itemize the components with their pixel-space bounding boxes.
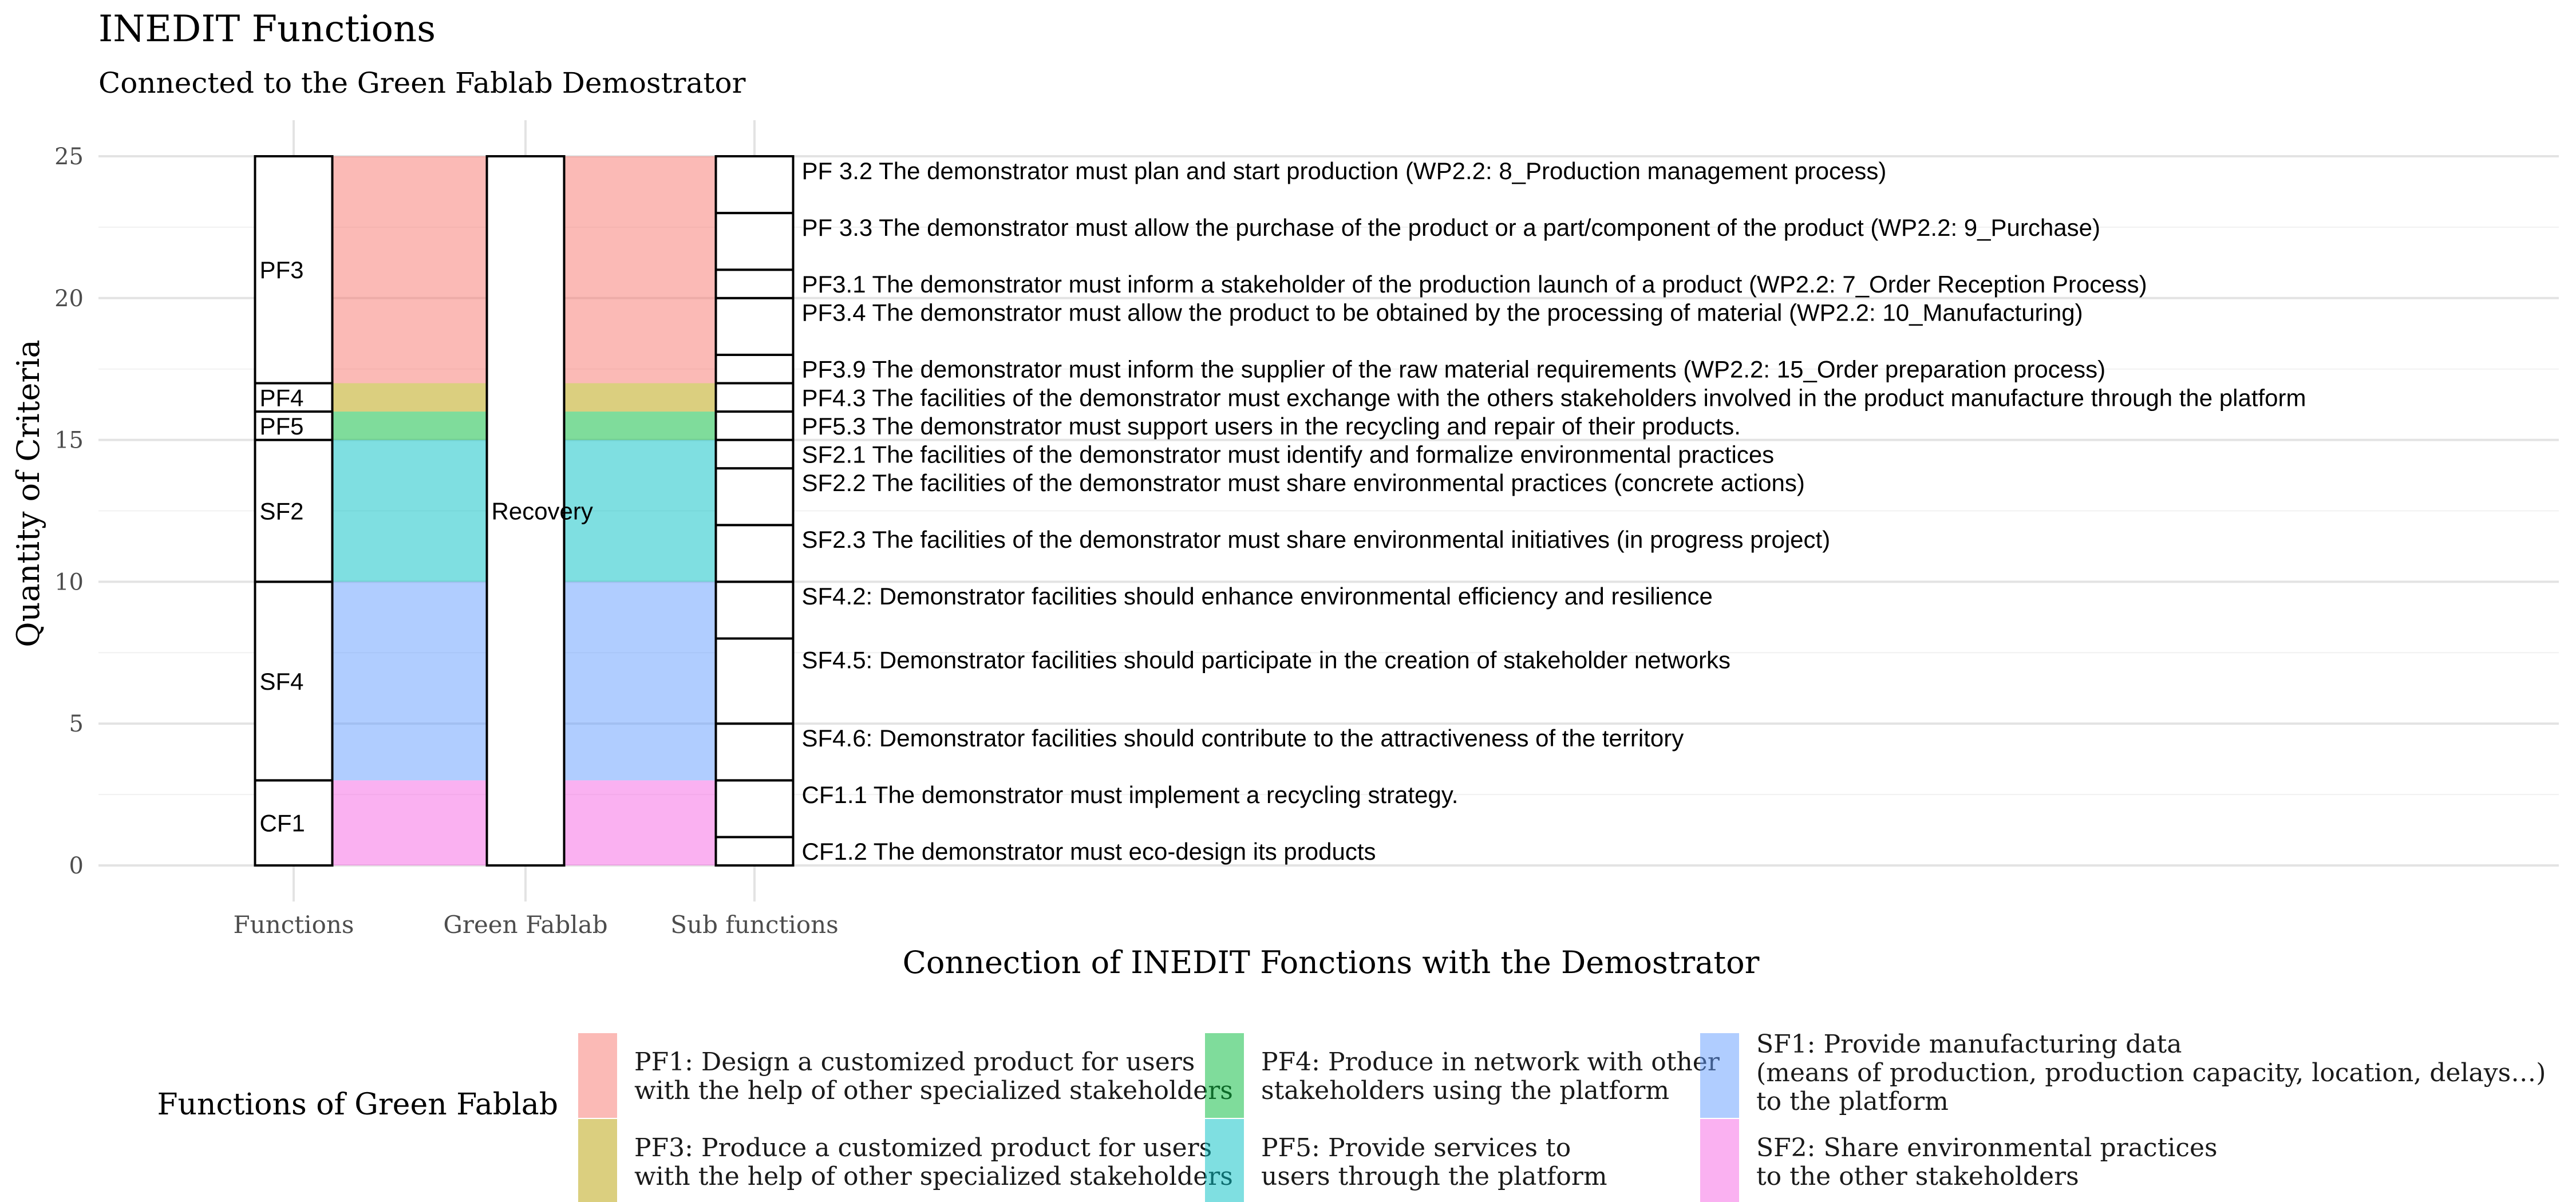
legend-label-pf3: with the help of other specialized stake… (634, 1162, 1233, 1191)
stratum-function-label: PF5 (260, 413, 304, 440)
legend-label-sf2: SF2: Share environmental practices (1756, 1133, 2218, 1163)
sub-function-label: SF2.1 The facilities of the demonstrator… (802, 441, 1775, 468)
legend-label-pf5: users through the platform (1261, 1162, 1607, 1191)
stratum-sub-function (714, 268, 795, 299)
stratum-sub-function (714, 524, 795, 583)
stratum-function (254, 580, 334, 782)
flow-band-sf2 (332, 780, 487, 865)
stratum-sub-function (714, 353, 795, 385)
axes: 0 5 10 15 20 25 Functions Green Fablab Sub funct… (54, 144, 839, 939)
stratum-function (254, 155, 334, 385)
sub-function-label: PF3.9 The demonstrator must inform the s… (802, 356, 2106, 383)
flow-band-sf1 (564, 582, 716, 781)
sub-function-label: CF1.1 The demonstrator must implement a … (802, 781, 1459, 808)
legend-label-pf1: with the help of other specialized stake… (634, 1076, 1233, 1105)
stratum-green-fablab (485, 155, 566, 867)
stratum-sub-function (714, 296, 795, 356)
stratum-function-label: PF3 (260, 256, 304, 283)
stratum-function-label: SF4 (260, 668, 304, 695)
flow-band-pf1 (332, 156, 487, 383)
stratum-sub-function (714, 722, 795, 782)
stratum-function-label: SF2 (260, 498, 304, 525)
sub-function-label: PF3.1 The demonstrator must inform a sta… (802, 271, 2147, 298)
legend-title: Functions of Green Fablab (157, 1088, 558, 1122)
x-axis-title: Connection of INEDIT Fonctions with the … (903, 944, 1760, 980)
legend-label-sf1: to the platform (1756, 1087, 1949, 1116)
stratum-function-label: CF1 (260, 810, 305, 837)
legend-swatch-pf1 (578, 1033, 617, 1118)
legend-label-sf2: to the other stakeholders (1756, 1162, 2079, 1191)
legend-label-pf5: PF5: Provide services to (1261, 1133, 1571, 1163)
x-tick-label: Green Fablab (443, 911, 607, 939)
legend-swatch-pf5 (1205, 1119, 1244, 1202)
flow-band-pf5 (332, 440, 487, 582)
y-tick-label: 20 (54, 286, 84, 312)
stratum-sub-function (714, 467, 795, 527)
sub-function-label: SF2.3 The facilities of the demonstrator… (802, 526, 1831, 553)
flow-band-pf3 (332, 383, 487, 412)
stratum-function-label: PF4 (260, 384, 304, 411)
sub-function-label: SF4.2: Demonstrator facilities should en… (802, 583, 1713, 610)
legend-label-pf1: PF1: Design a customized product for use… (634, 1047, 1195, 1077)
stratum-sub-function (714, 836, 795, 867)
sub-function-label: PF 3.3 The demonstrator must allow the p… (802, 214, 2100, 241)
stratum-sub-function (714, 155, 795, 215)
sub-function-label: CF1.2 The demonstrator must eco-design i… (802, 838, 1376, 865)
sub-function-label: PF4.3 The facilities of the demonstrator… (802, 384, 2306, 411)
y-tick-label: 25 (54, 144, 84, 170)
legend-label-pf4: stakeholders using the platform (1261, 1076, 1669, 1105)
stratum-function (254, 410, 334, 441)
y-tick-label: 15 (54, 428, 84, 454)
legend-label-pf4: PF4: Produce in network with other (1261, 1047, 1720, 1077)
stratum-sub-function (714, 779, 795, 839)
sub-function-label: PF3.4 The demonstrator must allow the pr… (802, 299, 2083, 326)
x-tick-label: Sub functions (670, 911, 838, 939)
y-tick-label: 5 (69, 711, 84, 737)
y-axis-title: Quantity of Criteria (10, 339, 46, 647)
stratum-sub-function (714, 580, 795, 640)
flow-band-pf1 (564, 156, 716, 383)
stratum-green-fablab-label: Recovery (492, 498, 593, 525)
legend-swatch-sf1 (1700, 1033, 1739, 1118)
flow-band-sf2 (564, 780, 716, 865)
stratum-function (254, 438, 334, 583)
flow-band-pf3 (564, 383, 716, 412)
flow-band-sf1 (332, 582, 487, 781)
sub-function-label: SF4.6: Demonstrator facilities should co… (802, 725, 1684, 752)
stratum-sub-function (714, 637, 795, 725)
sub-function-label: SF2.2 The facilities of the demonstrator… (802, 469, 1805, 496)
legend-label-pf3: PF3: Produce a customized product for us… (634, 1133, 1212, 1163)
legend-swatch-pf4 (1205, 1033, 1244, 1118)
legend-label-sf1: (means of production, production capacit… (1756, 1058, 2546, 1088)
stratum-function (254, 779, 334, 867)
flow-band-pf5 (564, 440, 716, 582)
y-tick-label: 0 (69, 853, 84, 879)
sub-function-label: PF 3.2 The demonstrator must plan and st… (802, 157, 1887, 184)
legend: PF1: Design a customized product for use… (578, 1030, 2546, 1202)
stratum-sub-function (714, 438, 795, 470)
sub-function-label: SF4.5: Demonstrator facilities should pa… (802, 647, 1730, 674)
stratum-sub-function (714, 382, 795, 413)
y-tick-label: 10 (54, 569, 84, 595)
chart-subtitle: Connected to the Green Fablab Demostrato… (98, 66, 746, 100)
flow-band-pf4 (332, 412, 487, 440)
stratum-sub-function (714, 410, 795, 441)
flow-bands (332, 156, 716, 865)
legend-swatch-sf2 (1700, 1119, 1739, 1202)
chart-title: INEDIT Functions (98, 8, 436, 50)
sub-function-labels: CF1.2 The demonstrator must eco-design i… (802, 157, 2306, 865)
legend-swatch-pf3 (578, 1119, 617, 1202)
legend-label-sf1: SF1: Provide manufacturing data (1756, 1030, 2182, 1059)
flow-band-pf4 (564, 412, 716, 440)
x-tick-label: Functions (234, 911, 354, 939)
stratum-sub-function (714, 212, 795, 271)
sub-function-label: PF5.3 The demonstrator must support user… (802, 413, 1741, 440)
